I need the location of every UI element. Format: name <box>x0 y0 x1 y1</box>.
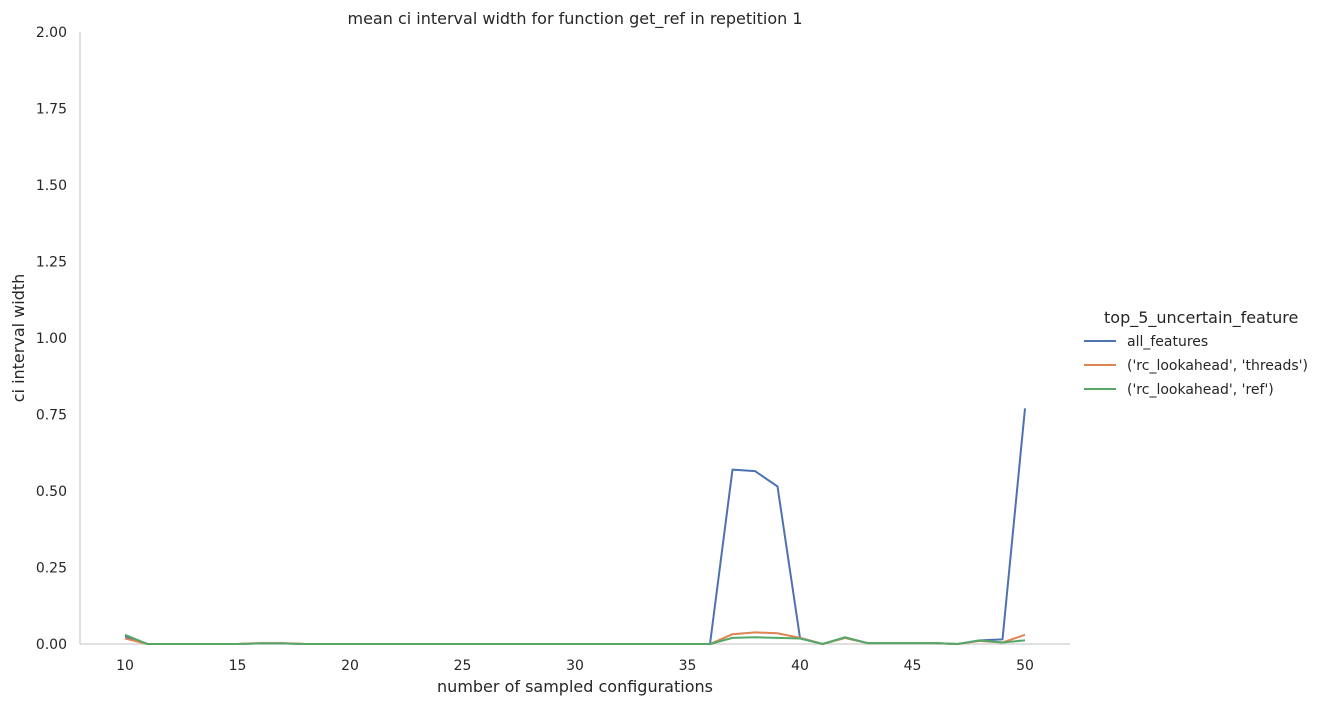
legend: top_5_uncertain_feature all_features ('rc… <box>1084 308 1308 398</box>
y-tick-label: 0.25 <box>36 561 67 577</box>
y-tick-label: 1.75 <box>36 102 67 118</box>
x-tick-label: 45 <box>904 658 922 674</box>
series-line <box>124 408 1026 645</box>
y-tick-label: 1.25 <box>36 255 67 271</box>
x-tick-label: 20 <box>341 658 359 674</box>
series-lines <box>124 408 1026 645</box>
chart-title: mean ci interval width for function get_… <box>347 9 802 29</box>
y-axis-ticks: 0.00 0.25 0.50 0.75 1.00 1.25 1.50 1.75 2.00 <box>36 25 67 653</box>
y-tick-label: 0.50 <box>36 484 67 500</box>
x-tick-label: 35 <box>679 658 697 674</box>
y-tick-label: 1.00 <box>36 331 67 347</box>
x-tick-label: 40 <box>791 658 809 674</box>
x-tick-label: 50 <box>1016 658 1034 674</box>
legend-label: ('rc_lookahead', 'threads') <box>1127 358 1308 374</box>
x-axis-ticks: 10 15 20 25 30 35 40 45 50 <box>116 658 1034 674</box>
x-axis-label: number of sampled configurations <box>437 677 713 696</box>
x-tick-label: 15 <box>229 658 247 674</box>
y-tick-label: 0.00 <box>36 637 67 653</box>
y-axis-label: ci interval width <box>9 274 28 403</box>
legend-label: ('rc_lookahead', 'ref') <box>1127 382 1274 398</box>
x-tick-label: 25 <box>454 658 472 674</box>
y-tick-label: 0.75 <box>36 408 67 424</box>
series-line <box>124 633 1026 645</box>
y-tick-label: 2.00 <box>36 25 67 41</box>
x-tick-label: 10 <box>116 658 134 674</box>
legend-label: all_features <box>1127 334 1208 350</box>
y-tick-label: 1.50 <box>36 178 67 194</box>
x-tick-label: 30 <box>566 658 584 674</box>
legend-title: top_5_uncertain_feature <box>1104 308 1298 328</box>
